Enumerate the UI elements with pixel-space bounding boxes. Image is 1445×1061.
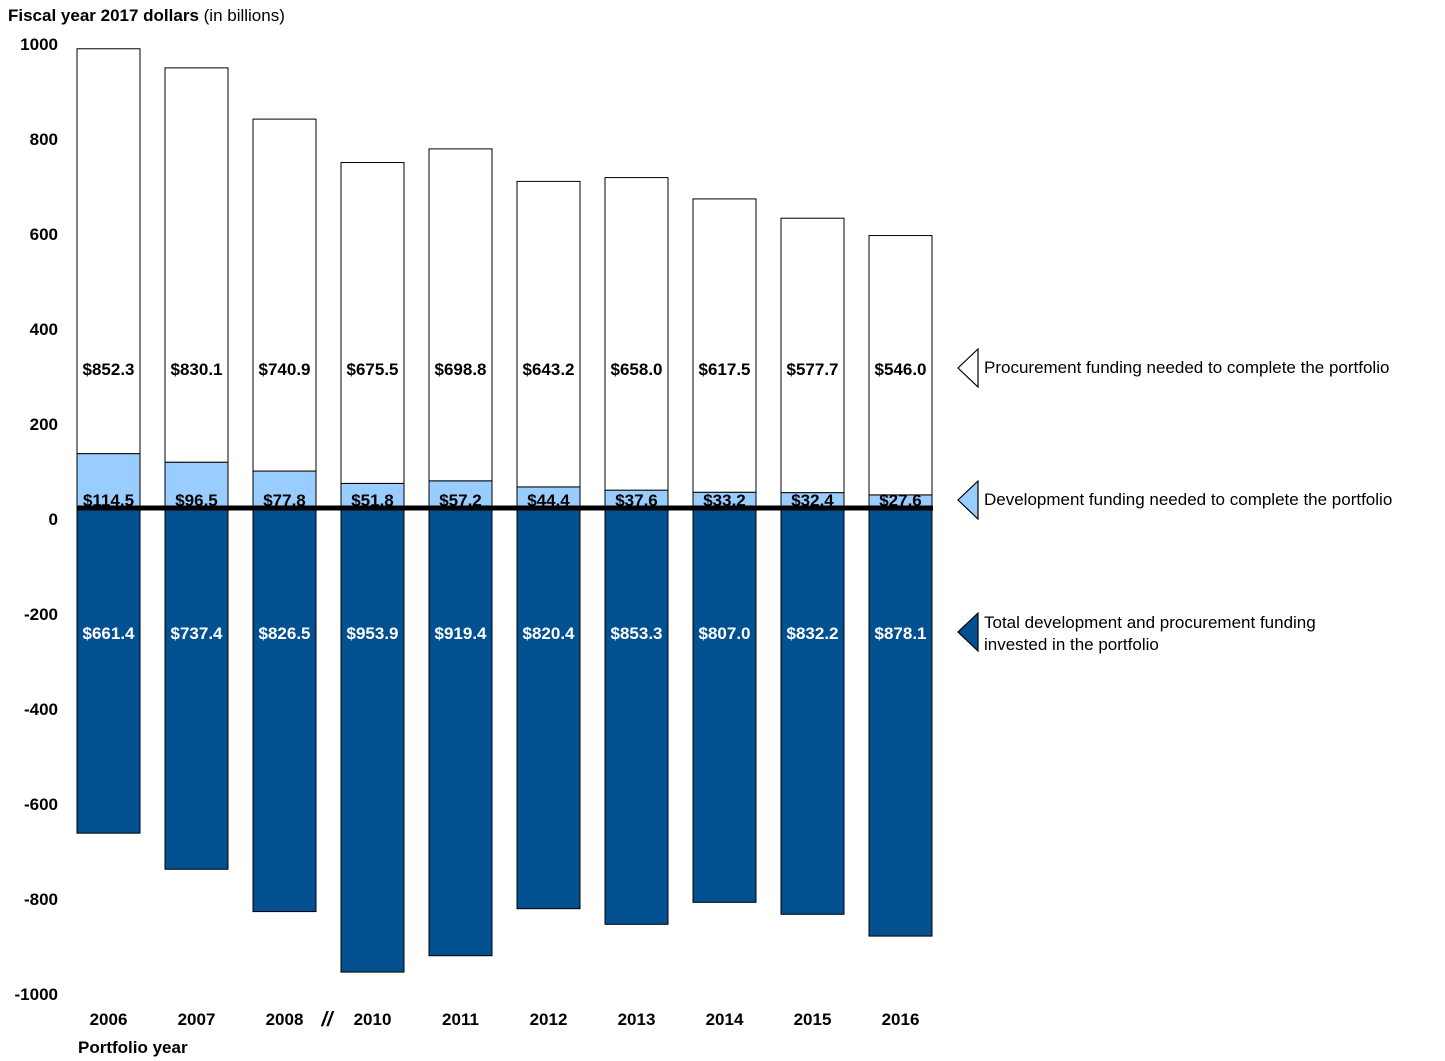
y-axis-title: Fiscal year 2017 dollars (in billions): [8, 6, 285, 26]
data-label-development: $37.6: [615, 491, 658, 510]
data-label-development: $114.5: [83, 491, 134, 510]
data-label-procurement: $577.7: [787, 360, 839, 379]
triangle-left-darkblue-icon: [957, 612, 979, 652]
data-label-development: $96.5: [175, 491, 218, 510]
x-tick-label: 2016: [882, 1010, 920, 1029]
data-label-invested: $661.4: [83, 624, 136, 643]
data-label-development: $51.8: [351, 491, 394, 510]
data-label-invested: $826.5: [259, 624, 311, 643]
bar-procurement: [76, 48, 141, 455]
data-label-procurement: $852.3: [83, 360, 135, 379]
x-tick-label: 2015: [794, 1010, 832, 1029]
legend-label-procurement: Procurement funding needed to complete t…: [984, 358, 1390, 377]
x-tick-label: 2008: [266, 1010, 304, 1029]
y-tick-label: 400: [30, 320, 58, 339]
data-label-invested: $807.0: [699, 624, 751, 643]
y-tick-label: -1000: [15, 985, 58, 1004]
bar-procurement: [604, 177, 669, 491]
data-label-procurement: $617.5: [699, 360, 751, 379]
triangle-left-lightblue-icon: [957, 480, 979, 520]
bar-procurement: [340, 162, 405, 484]
data-label-development: $27.6: [879, 491, 922, 510]
bar-invested: [516, 507, 581, 910]
data-label-procurement: $675.5: [347, 360, 399, 379]
y-axis-title-bold: Fiscal year 2017 dollars: [8, 6, 199, 25]
data-label-procurement: $546.0: [875, 360, 927, 379]
bar-procurement: [252, 118, 317, 472]
x-tick-label: 2011: [442, 1010, 479, 1029]
legend-item-procurement: Procurement funding needed to complete t…: [956, 348, 1434, 388]
bar-procurement: [780, 217, 845, 494]
bar-invested: [252, 507, 317, 913]
x-axis-title: Portfolio year: [78, 1038, 188, 1057]
x-tick-label: 2013: [618, 1010, 656, 1029]
triangle-left-white-icon: [957, 348, 979, 388]
data-label-procurement: $830.1: [171, 360, 223, 379]
y-tick-label: -200: [24, 605, 58, 624]
bar-invested: [692, 507, 757, 903]
y-tick-label: -800: [24, 890, 58, 909]
data-label-development: $57.2: [439, 491, 482, 510]
bar-procurement: [164, 67, 229, 463]
x-tick-label: 2007: [178, 1010, 216, 1029]
data-label-procurement: $740.9: [259, 360, 311, 379]
data-label-invested: $953.9: [347, 624, 399, 643]
x-tick-label: 2010: [354, 1010, 392, 1029]
bar-invested: [428, 507, 493, 957]
x-tick-label: 2014: [706, 1010, 744, 1029]
bar-invested: [340, 507, 405, 973]
x-tick-label: 2006: [90, 1010, 128, 1029]
data-label-invested: $919.4: [435, 624, 488, 643]
data-label-development: $32.4: [791, 491, 834, 510]
bar-procurement: [516, 180, 581, 488]
legend-item-development: Development funding needed to complete t…: [956, 480, 1434, 520]
bar-invested: [164, 507, 229, 870]
axis-break-mark: //: [320, 1009, 335, 1031]
bar-development: [252, 470, 317, 509]
bar-development: [428, 480, 493, 509]
bar-procurement: [692, 198, 757, 493]
y-tick-label: 0: [49, 510, 58, 529]
data-label-development: $33.2: [703, 491, 746, 510]
data-label-invested: $878.1: [875, 624, 927, 643]
data-label-procurement: $643.2: [523, 360, 575, 379]
y-tick-label: 600: [30, 225, 58, 244]
legend-label-development: Development funding needed to complete t…: [984, 490, 1393, 509]
data-label-invested: $853.3: [611, 624, 663, 643]
y-tick-label: 1000: [20, 35, 58, 54]
data-label-procurement: $658.0: [611, 360, 663, 379]
bar-procurement: [868, 235, 933, 496]
bar-procurement: [428, 148, 493, 482]
bar-invested: [76, 507, 141, 834]
legend-label-invested: Total development and procurement fundin…: [984, 613, 1316, 654]
bar-development: [340, 482, 405, 509]
bar-invested: [868, 507, 933, 937]
y-tick-label: 800: [30, 130, 58, 149]
y-tick-label: -400: [24, 700, 58, 719]
data-label-procurement: $698.8: [435, 360, 487, 379]
legend-item-invested: Total development and procurement fundin…: [956, 612, 1364, 656]
data-label-invested: $832.2: [787, 624, 839, 643]
bar-invested: [780, 507, 845, 915]
bar-development: [76, 453, 141, 509]
data-label-invested: $820.4: [523, 624, 576, 643]
data-label-invested: $737.4: [171, 624, 224, 643]
y-tick-label: -600: [24, 795, 58, 814]
y-tick-label: 200: [30, 415, 58, 434]
bar-invested: [604, 507, 669, 925]
data-label-development: $44.4: [527, 491, 570, 510]
data-label-development: $77.8: [263, 491, 306, 510]
x-tick-label: 2012: [530, 1010, 568, 1029]
y-axis-title-units: (in billions): [198, 6, 285, 25]
